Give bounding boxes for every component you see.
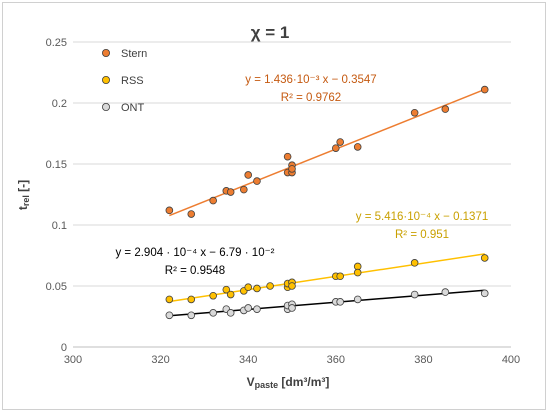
data-point-stern [209, 196, 217, 205]
equation-ont: y = 2.904 · 10⁻⁴ x − 6.79 · 10⁻² [115, 247, 274, 259]
data-point-stern [441, 105, 450, 113]
data-point-rss [165, 295, 174, 304]
data-point-rss [222, 285, 231, 294]
legend-marker-rss [102, 76, 111, 85]
y-tick-label: 0.1 [52, 220, 67, 232]
data-point-stern [187, 210, 196, 218]
x-tick-labels: 300 320 340 360 380 400 [64, 354, 520, 366]
data-points [165, 85, 489, 320]
data-point-ont [187, 311, 196, 320]
trendline-equations: y = 1.436·10⁻³ x − 0.3547 R² = 0.9762 y = … [115, 74, 488, 277]
data-point-ont [288, 304, 296, 312]
data-point-ont [253, 305, 261, 313]
trendline-ont [169, 289, 485, 317]
equation-rss: y = 5.416·10⁻⁴ x − 0.1371 [356, 211, 489, 223]
data-point-rss [336, 272, 344, 281]
data-point-stern [480, 85, 489, 94]
y-tick-label: 0.05 [46, 281, 67, 293]
legend-marker-stern [102, 49, 111, 58]
x-tick-label: 300 [64, 354, 82, 366]
data-point-stern [353, 143, 362, 151]
data-point-rss [288, 282, 296, 290]
trendline-stern [169, 88, 485, 217]
data-point-rss [209, 291, 217, 300]
legend-label-stern: Stern [121, 48, 147, 60]
data-point-stern [253, 177, 261, 185]
data-point-rss [226, 290, 235, 299]
x-axis-label: Vpaste [dm³/m³] [247, 375, 330, 390]
data-point-stern [165, 206, 174, 215]
y-tick-label: 0.25 [46, 37, 67, 49]
data-point-stern [226, 188, 235, 196]
data-point-stern [283, 152, 292, 161]
data-point-ont [336, 298, 344, 306]
data-point-stern [288, 165, 296, 173]
x-tick-label: 320 [151, 354, 169, 366]
trendline-rss [169, 253, 485, 303]
data-point-stern [240, 185, 248, 194]
data-point-ont [480, 289, 489, 298]
legend-marker-ont [102, 103, 111, 112]
legend-label-rss: RSS [121, 75, 144, 87]
legend: Stern RSS ONT [102, 48, 147, 114]
data-point-ont [244, 304, 253, 312]
x-tick-label: 380 [414, 354, 432, 366]
legend-label-ont: ONT [121, 102, 145, 114]
x-tick-label: 340 [239, 354, 257, 366]
data-point-ont [165, 311, 174, 320]
gridlines [73, 41, 511, 348]
y-tick-label: 0.2 [52, 98, 67, 110]
data-point-stern [331, 144, 340, 152]
x-tick-label: 360 [327, 354, 345, 366]
data-point-ont [441, 288, 450, 296]
data-point-rss [253, 284, 261, 293]
data-point-ont [226, 309, 235, 317]
data-point-ont [410, 290, 419, 299]
data-point-stern [244, 171, 253, 179]
data-point-ont [353, 295, 362, 304]
data-point-stern [410, 108, 419, 117]
data-point-rss [353, 268, 362, 277]
y-tick-label: 0 [61, 342, 67, 354]
data-point-rss [187, 295, 196, 304]
data-point-rss [244, 283, 253, 292]
y-tick-labels: 0 0.05 0.1 0.15 0.2 0.25 [46, 37, 67, 354]
data-point-rss [410, 259, 419, 267]
data-point-rss [480, 254, 489, 262]
y-tick-label: 0.15 [46, 159, 67, 171]
equation-stern: y = 1.436·10⁻³ x − 0.3547 [245, 74, 376, 86]
data-point-ont [209, 309, 217, 317]
data-point-rss [266, 282, 274, 290]
data-point-stern [336, 138, 344, 146]
chart-title: χ = 1 [251, 23, 290, 42]
chart-frame [2, 2, 546, 410]
r-squared-stern: R² = 0.9762 [281, 92, 341, 104]
x-tick-label: 400 [502, 354, 520, 366]
y-axis-label: trel [-] [16, 180, 31, 210]
trendlines [169, 88, 485, 317]
r-squared-ont: R² = 0.9548 [165, 265, 225, 277]
r-squared-rss: R² = 0.951 [395, 229, 449, 241]
